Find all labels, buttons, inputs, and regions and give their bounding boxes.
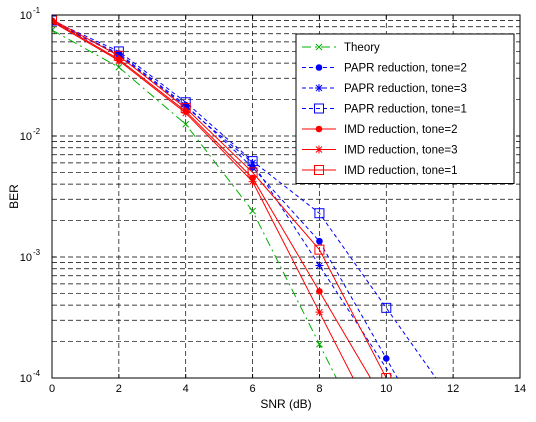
y-tick-label: 10 [20, 131, 32, 143]
data-point [248, 158, 257, 167]
plot-frame [51, 14, 521, 379]
y-tick-label: 10 [20, 373, 32, 385]
data-point [115, 63, 123, 71]
legend-label: PAPR reduction, tone=2 [344, 63, 467, 75]
x-tick-label: 12 [447, 383, 459, 395]
x-axis-label: SNR (dB) [260, 397, 311, 411]
series-line [52, 18, 387, 378]
x-tick-label: 2 [116, 383, 122, 395]
data-point [180, 97, 191, 108]
data-point [316, 237, 323, 245]
y-tick-label: 10 [20, 252, 32, 264]
data-point [114, 50, 123, 59]
series-7 [52, 15, 392, 378]
series-layer [52, 15, 437, 378]
data-point [247, 167, 258, 178]
x-tick-label: 6 [250, 383, 256, 395]
legend-label: PAPR reduction, tone=1 [344, 104, 467, 116]
data-point [382, 355, 390, 362]
series-line [52, 21, 354, 378]
legend-item: PAPR reduction, tone=3 [302, 83, 467, 95]
legend-item: IMD reduction, tone=2 [302, 124, 457, 136]
legend-label: IMD reduction, tone=3 [344, 145, 457, 157]
data-point [247, 156, 258, 167]
y-tick-exponent: -2 [33, 127, 41, 136]
legend-label: IMD reduction, tone=2 [344, 124, 457, 136]
legend-label: IMD reduction, tone=1 [344, 165, 457, 177]
data-point [113, 50, 124, 61]
legend-label: PAPR reduction, tone=3 [344, 83, 467, 95]
data-point [52, 15, 57, 25]
x-tick-label: 0 [49, 383, 55, 395]
y-axis-label: BER [7, 184, 21, 209]
legend-item: Theory [302, 42, 380, 54]
data-point [314, 208, 325, 219]
data-point [381, 302, 392, 313]
legend: Theory PAPR reduction, tone=2 PAPR reducti… [295, 33, 515, 184]
series-line [52, 29, 337, 378]
x-tick-label: 8 [316, 383, 322, 395]
data-point [316, 288, 323, 295]
data-point [249, 207, 256, 215]
legend-marker [315, 145, 323, 154]
data-point [316, 340, 323, 348]
data-point [248, 177, 257, 186]
data-point [381, 373, 392, 378]
data-point [314, 244, 325, 255]
legend-marker [315, 84, 323, 92]
series-1 [52, 26, 337, 378]
x-tick-label: 4 [183, 383, 189, 395]
y-tick-label: 10 [20, 10, 32, 22]
legend-item: IMD reduction, tone=1 [302, 165, 457, 177]
legend-item: PAPR reduction, tone=1 [302, 103, 467, 116]
legend-marker [315, 125, 323, 133]
series-line [52, 20, 372, 378]
x-tick-label: 10 [380, 383, 392, 395]
legend-marker [315, 64, 323, 71]
data-point [315, 261, 324, 270]
legend-label: Theory [344, 42, 380, 54]
legend-marker [314, 165, 324, 175]
data-point [180, 103, 191, 114]
data-point [315, 308, 324, 317]
y-tick-exponent: -3 [33, 248, 41, 257]
x-tick-label: 14 [514, 383, 526, 395]
legend-item: PAPR reduction, tone=2 [302, 63, 467, 75]
axes [51, 14, 521, 379]
y-tick-exponent: -1 [33, 6, 41, 15]
data-point [182, 120, 190, 128]
y-tick-exponent: -4 [33, 369, 41, 378]
legend-marker [315, 43, 323, 51]
legend-item: IMD reduction, tone=3 [302, 145, 457, 157]
data-point [52, 26, 56, 34]
legend-marker [314, 103, 324, 114]
